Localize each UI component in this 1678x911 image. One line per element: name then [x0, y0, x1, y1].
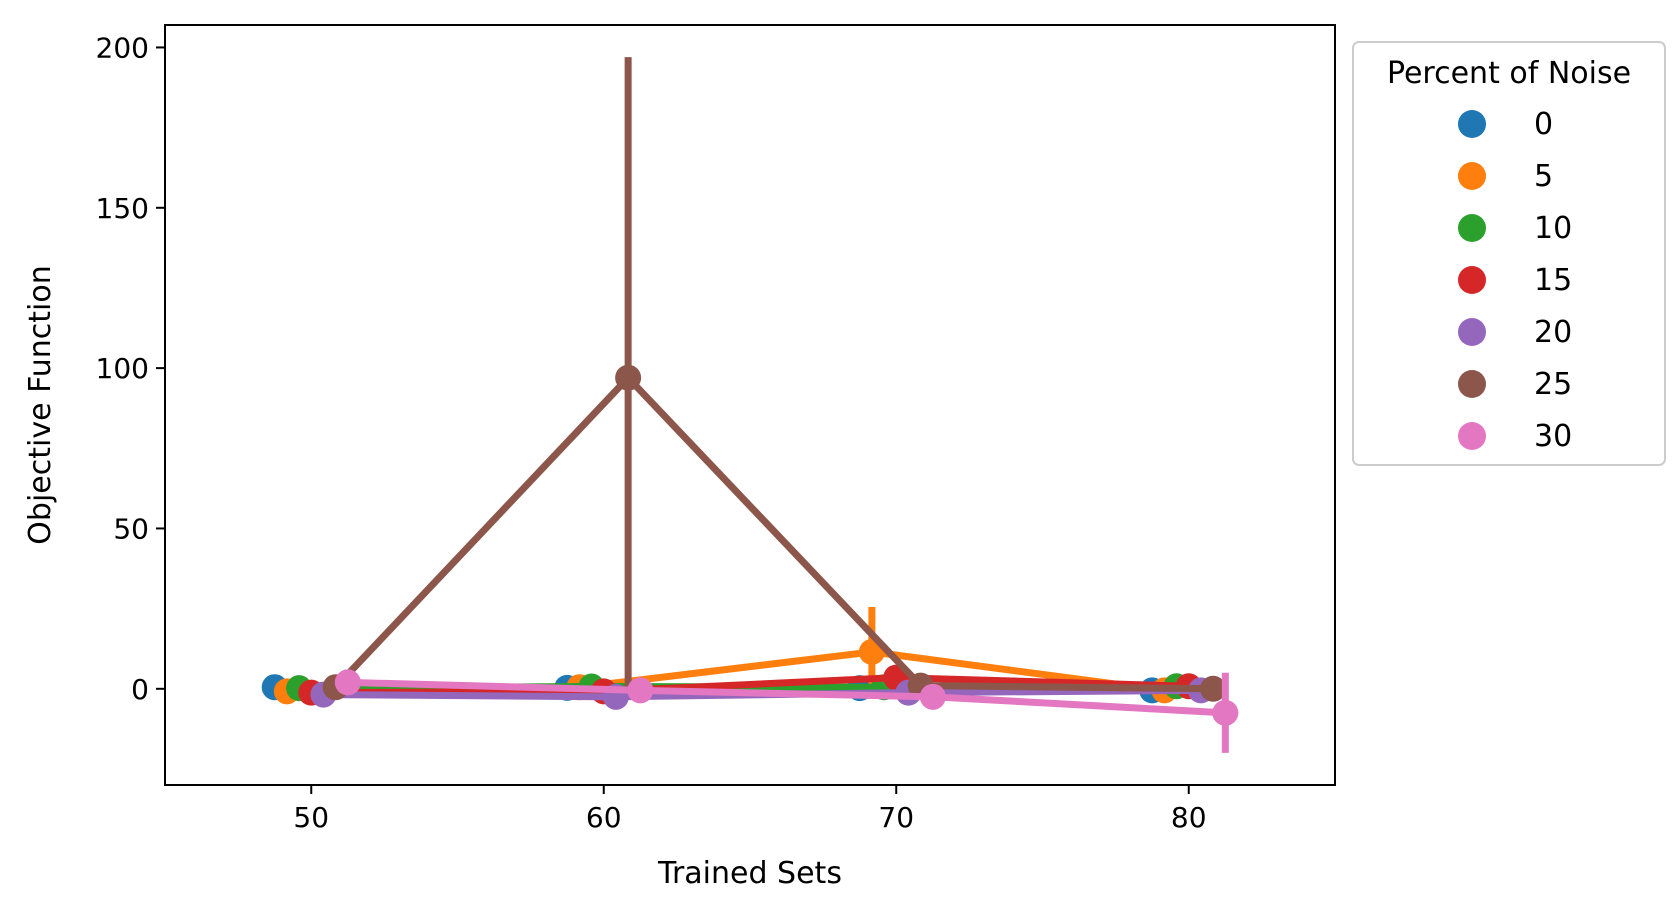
legend-marker: [1458, 266, 1486, 294]
data-point: [1212, 699, 1239, 726]
x-tick-label: 80: [1171, 801, 1207, 834]
legend: Percent of Noise 0 5 10 15 20 25 30: [1352, 41, 1666, 466]
data-point: [334, 669, 361, 696]
series-layer: [261, 57, 1239, 753]
legend-marker: [1458, 162, 1486, 190]
legend-item-5: 5: [1458, 159, 1553, 194]
legend-marker: [1458, 318, 1486, 346]
legend-label: 0: [1534, 107, 1553, 142]
legend-item-20: 20: [1458, 315, 1572, 350]
legend-items: 0 5 10 15 20 25 30: [1458, 107, 1572, 454]
legend-marker: [1458, 370, 1486, 398]
y-tick-label: 150: [96, 192, 149, 225]
legend-label: 15: [1534, 263, 1572, 298]
x-tick-label: 60: [586, 801, 622, 834]
legend-label: 30: [1534, 419, 1572, 454]
legend-label: 10: [1534, 211, 1572, 246]
data-point: [615, 364, 642, 391]
legend-marker: [1458, 214, 1486, 242]
legend-item-0: 0: [1458, 107, 1553, 142]
legend-marker: [1458, 422, 1486, 450]
x-axis: 50 60 70 80: [293, 785, 1207, 834]
y-tick-label: 100: [96, 352, 149, 385]
x-tick-label: 70: [878, 801, 914, 834]
y-tick-label: 200: [96, 31, 149, 64]
legend-item-15: 15: [1458, 263, 1572, 298]
legend-box: [1352, 41, 1666, 466]
legend-marker: [1458, 110, 1486, 138]
data-point: [627, 677, 654, 704]
legend-label: 25: [1534, 367, 1572, 402]
x-tick-label: 50: [293, 801, 329, 834]
legend-title: Percent of Noise: [1387, 56, 1631, 91]
x-axis-label: Trained Sets: [657, 856, 842, 891]
legend-item-25: 25: [1458, 367, 1572, 402]
series-line: [333, 374, 1214, 693]
y-tick-label: 0: [131, 673, 149, 706]
y-tick-label: 50: [113, 512, 149, 545]
series-30: [334, 669, 1239, 753]
axes-frame: [164, 24, 1336, 786]
series-line: [311, 674, 1189, 697]
series-line: [347, 678, 1226, 717]
legend-label: 5: [1534, 159, 1553, 194]
legend-item-10: 10: [1458, 211, 1572, 246]
series-25: [322, 57, 1227, 702]
legend-item-30: 30: [1458, 419, 1572, 454]
y-axis: 0 50 100 150 200: [96, 31, 165, 706]
data-point: [1200, 675, 1227, 702]
legend-label: 20: [1534, 315, 1572, 350]
y-axis-label: Objective Function: [23, 265, 58, 544]
data-point: [919, 683, 946, 710]
